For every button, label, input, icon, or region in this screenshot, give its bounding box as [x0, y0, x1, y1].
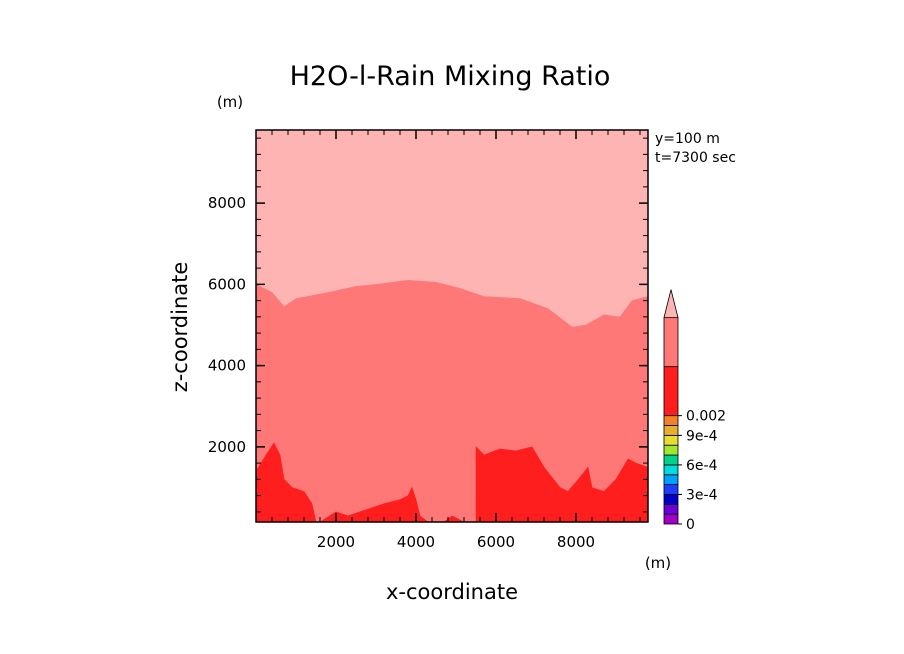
colorbar-swatch: [663, 474, 679, 486]
y-tick-label: 6000: [208, 275, 246, 293]
colorbar-swatch: [663, 503, 679, 515]
y-tick-label: 8000: [208, 194, 246, 212]
y-unit-label: (m): [217, 93, 243, 111]
colorbar-swatch: [663, 454, 679, 466]
x-unit-label: (m): [645, 554, 671, 572]
annotation-t: t=7300 sec: [655, 150, 736, 166]
colorbar-tick-label: 0.002: [686, 409, 726, 425]
colorbar-tick-label: 6e-4: [686, 458, 718, 474]
y-tick-label: 4000: [208, 357, 246, 375]
colorbar-swatch: [663, 434, 679, 446]
colorbar-tick-label: 9e-4: [686, 428, 718, 444]
x-tick-label: 6000: [477, 533, 515, 551]
annotation-y: y=100 m: [655, 131, 720, 147]
colorbar-swatch: [663, 425, 679, 436]
plot-area: [255, 129, 649, 523]
colorbar-swatch: [663, 494, 679, 505]
x-tick-label: 8000: [557, 533, 595, 551]
axis-ticks: 2000 4000 6000 8000 2000 4000 6000 8000: [208, 130, 648, 551]
contour-region-mid-1: [255, 279, 649, 523]
contour-region-low-2: [255, 442, 317, 523]
colorbar-swatch: [663, 317, 679, 368]
colorbar: 0 3e-4 6e-4 9e-4 0.002: [663, 289, 726, 533]
contour-region-low-5: [475, 446, 649, 523]
colorbar-extend-arrow: [663, 289, 679, 319]
colorbar-tick-label: 0: [686, 517, 695, 533]
colorbar-swatch: [663, 444, 679, 456]
colorbar-swatch: [663, 366, 679, 417]
x-axis-label: x-coordinate: [386, 580, 518, 604]
colorbar-swatch: [663, 415, 679, 426]
plot-frame: [255, 129, 649, 523]
colorbar-tick-label: 3e-4: [686, 487, 718, 503]
y-axis-label: z-coordinate: [168, 262, 192, 393]
colorbar-swatch: [663, 513, 679, 525]
y-tick-label: 2000: [208, 438, 246, 456]
colorbar-swatch: [663, 464, 679, 476]
x-tick-label: 4000: [397, 533, 435, 551]
x-tick-label: 2000: [317, 533, 355, 551]
contour-region-low-3: [318, 486, 429, 523]
chart-title: H2O-l-Rain Mixing Ratio: [290, 61, 611, 92]
colorbar-swatch: [663, 484, 679, 495]
